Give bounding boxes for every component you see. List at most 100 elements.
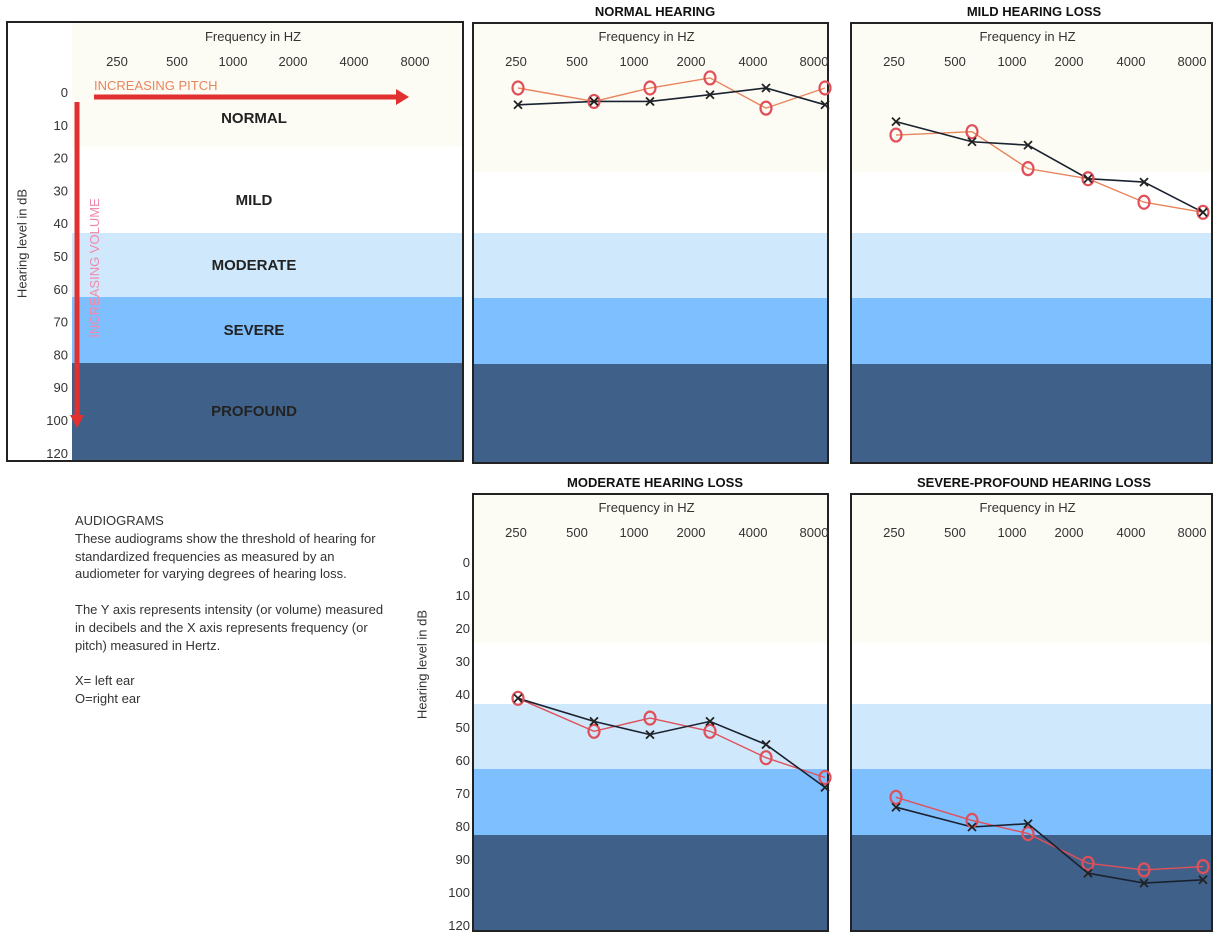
- left-ear-point: [1139, 878, 1149, 888]
- panel-frame: [472, 493, 829, 932]
- key-x-tick: 2000: [279, 54, 308, 69]
- left-ear-point-stroke: [1083, 174, 1093, 184]
- left-ear-point: [1023, 140, 1033, 150]
- x-tick: 2000: [677, 525, 706, 540]
- right-ear-point: [759, 100, 773, 116]
- moderate-y-tick: 80: [455, 819, 470, 834]
- x-tick: 500: [944, 54, 966, 69]
- band-profound: [851, 364, 1212, 464]
- key-y-tick: 80: [54, 347, 68, 362]
- right-ear-point: [1021, 826, 1035, 842]
- left-ear-line: [895, 806, 1204, 884]
- left-ear-point-stroke: [645, 96, 655, 107]
- band-moderate: [72, 233, 463, 297]
- left-ear-point-stroke: [1023, 819, 1033, 829]
- band-severe: [473, 769, 828, 835]
- legend-left-ear: X= left ear: [75, 673, 135, 689]
- right-ear-point: [703, 723, 717, 739]
- x-tick: 8000: [800, 54, 829, 69]
- moderate-y-tick: 100: [448, 885, 470, 900]
- key-x-tick: 1000: [219, 54, 248, 69]
- x-tick: 1000: [998, 54, 1027, 69]
- right-ear-point: [703, 70, 717, 86]
- band-severe: [851, 298, 1212, 364]
- left-ear-point: [761, 739, 771, 750]
- left-ear-point: [820, 100, 830, 110]
- right-ear-point: [1196, 204, 1210, 220]
- right-ear-point: [759, 750, 773, 766]
- x-tick: 250: [883, 525, 905, 540]
- right-ear-point: [1021, 161, 1035, 177]
- moderate-y-tick: 60: [455, 753, 470, 768]
- left-ear-point: [513, 100, 523, 110]
- moderate-y-tick: 20: [455, 621, 470, 636]
- band-mild: [851, 172, 1212, 233]
- moderate-y-tick: 90: [455, 852, 470, 867]
- right-ear-point: [1137, 862, 1151, 878]
- band-profound: [851, 835, 1212, 932]
- band-normal: [473, 495, 828, 643]
- key-y-tick: 90: [54, 380, 68, 395]
- key-x-tick: 500: [166, 54, 188, 69]
- volume-arrow-head: [70, 415, 84, 428]
- x-tick: 250: [883, 54, 905, 69]
- x-tick: 250: [505, 525, 527, 540]
- right-ear-point: [889, 127, 903, 143]
- left-ear-point-stroke: [1139, 177, 1149, 187]
- key-x-axis-label: Frequency in HZ: [205, 29, 301, 44]
- left-ear-point-stroke: [513, 100, 523, 110]
- left-ear-point-stroke: [513, 693, 523, 703]
- left-ear-point-stroke: [820, 100, 830, 110]
- band-moderate: [851, 704, 1212, 769]
- left-ear-line: [517, 87, 826, 106]
- hearing-levels-key-chart: Frequency in HZ 250 500 1000 2000 4000 8000 0 10…: [6, 21, 464, 462]
- left-ear-point: [1083, 174, 1093, 184]
- x-axis-label: Frequency in HZ: [979, 29, 1075, 44]
- notes-heading: AUDIOGRAMS: [75, 513, 164, 528]
- band-normal: [851, 495, 1212, 643]
- left-ear-point: [820, 782, 830, 793]
- pitch-arrow-label: INCREASING PITCH: [94, 78, 218, 93]
- panel-frame: [850, 493, 1213, 932]
- band-label-severe: SEVERE: [224, 322, 285, 339]
- left-ear-point: [589, 96, 599, 107]
- left-ear-line: [517, 697, 826, 789]
- band-label-profound: PROFOUND: [211, 403, 297, 420]
- moderate-y-tick: 70: [455, 786, 470, 801]
- left-ear-line: [895, 120, 1204, 214]
- left-ear-point-stroke: [645, 729, 655, 740]
- chart-title-normal: NORMAL HEARING: [594, 4, 716, 19]
- x-tick: 1000: [998, 525, 1027, 540]
- left-ear-point-stroke: [1198, 875, 1208, 885]
- left-ear-point: [1083, 868, 1093, 878]
- left-ear-point-stroke: [891, 802, 901, 812]
- left-ear-point-stroke: [705, 90, 715, 100]
- key-y-tick: 30: [54, 183, 68, 198]
- key-y-tick: 60: [54, 282, 68, 297]
- left-ear-point-stroke: [891, 116, 901, 127]
- chart-title-mild: MILD HEARING LOSS: [966, 4, 1102, 19]
- band-label-mild: MILD: [236, 192, 273, 209]
- right-ear-point: [587, 723, 601, 739]
- x-tick: 4000: [1117, 525, 1146, 540]
- key-x-tick: 8000: [401, 54, 430, 69]
- band-normal: [473, 24, 828, 172]
- left-ear-point-stroke: [705, 716, 715, 727]
- x-axis-label: Frequency in HZ: [979, 500, 1075, 515]
- right-ear-point: [511, 80, 525, 96]
- left-ear-point-stroke: [1023, 140, 1033, 150]
- band-label-normal: NORMAL: [221, 110, 287, 127]
- band-mild: [473, 643, 828, 704]
- left-ear-point: [967, 137, 977, 147]
- key-x-tick: 250: [106, 54, 128, 69]
- right-ear-point: [1137, 194, 1151, 210]
- band-moderate: [473, 233, 828, 298]
- panel-frame: [472, 22, 829, 464]
- left-ear-point: [645, 729, 655, 740]
- normal-hearing-audiogram: Frequency in HZ 250 500 1000 2000 4000 8000: [472, 22, 832, 464]
- left-ear-point: [513, 693, 523, 703]
- moderate-hearing-loss-audiogram: Frequency in HZ 250 500 1000 2000 4000 8000: [472, 493, 832, 932]
- band-severe: [72, 297, 463, 363]
- mild-hearing-loss-audiogram: Frequency in HZ 250 500 1000 2000 4000 8000: [850, 22, 1213, 464]
- left-ear-point-stroke: [589, 96, 599, 107]
